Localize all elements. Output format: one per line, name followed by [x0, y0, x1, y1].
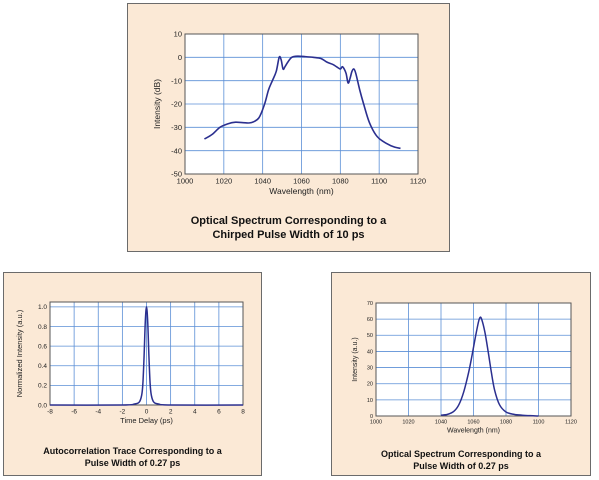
x-tick-label: 1100 [371, 177, 387, 186]
caption-bottom-right: Optical Spectrum Corresponding to a Puls… [332, 449, 590, 472]
chart-top: 1000 1020 1040 1060 1080 1100 1120 -50 -40 -30 -20… [152, 30, 426, 196]
y-tick-label: 0.2 [38, 383, 47, 390]
y-axis-label: Intensity (dB) [152, 79, 162, 129]
x-tick-label: -4 [95, 409, 101, 416]
y-tick-label: 0.0 [38, 402, 47, 409]
x-tick-label: 2 [169, 409, 173, 416]
x-tick-label: 1080 [332, 177, 349, 186]
y-axis-label: Normalized Intensity (a.u.) [15, 309, 24, 397]
chart-bottom-right: 1000 1020 1040 1060 1080 1100 1120010203040506… [352, 301, 577, 435]
y-tick-label: -10 [171, 76, 182, 85]
y-tick-label: -50 [171, 170, 182, 179]
y-tick-label: 0.8 [38, 324, 47, 331]
x-tick-label: 1000 [370, 420, 382, 426]
caption-top-line1: Optical Spectrum Corresponding to a [190, 215, 387, 227]
x-tick-label: 6 [217, 409, 221, 416]
x-tick-label: -6 [71, 409, 77, 416]
x-tick-label: 1060 [467, 420, 479, 426]
y-tick-label: 10 [174, 30, 182, 39]
x-tick-label: -2 [119, 409, 125, 416]
y-tick-label: 0.4 [38, 363, 47, 370]
x-tick-label: 1120 [565, 420, 577, 426]
x-axis-label: Wavelength (nm) [269, 186, 334, 196]
y-tick-label: 0 [370, 414, 373, 420]
plot-frame [375, 302, 572, 417]
x-tick-label: 1040 [435, 420, 447, 426]
x-tick-label: 0 [145, 409, 149, 416]
x-tick-label: 8 [241, 409, 245, 416]
x-tick-label: 4 [193, 409, 197, 416]
y-tick-label: 0 [178, 53, 182, 62]
x-axis-label: Time Delay (ps) [120, 416, 173, 425]
x-tick-label: 1060 [293, 177, 310, 186]
caption-bottom-right-line2: Pulse Width of 0.27 ps [413, 460, 509, 471]
panel-bottom-left: -8 -6 -4 -2 0 2 4 6 8 0.0 0.2 0.4 0.6 0.8 1.0 Time Dela… [3, 272, 262, 476]
x-tick-label: 1020 [402, 420, 414, 426]
y-tick-label: 70 [367, 301, 373, 307]
series-line-0 [204, 55, 401, 150]
plot-frame [49, 301, 244, 406]
y-tick-label: -20 [171, 100, 182, 109]
y-tick-label: 20 [367, 382, 373, 388]
x-tick-label: -8 [47, 409, 53, 416]
y-tick-label: 50 [367, 333, 373, 339]
y-tick-label: 1.0 [38, 304, 47, 311]
y-tick-label: 30 [367, 365, 373, 371]
caption-bottom-left-line1: Autocorrelation Trace Corresponding to a [43, 446, 222, 456]
caption-bottom-right-line1: Optical Spectrum Corresponding to a [380, 449, 542, 459]
x-tick-label: 1000 [177, 177, 194, 186]
series-line-0 [49, 306, 244, 406]
y-tick-label: -30 [171, 123, 182, 132]
y-tick-label: 10 [367, 398, 373, 404]
caption-bottom-left-line2: Pulse Width of 0.27 ps [84, 457, 181, 468]
caption-top: Optical Spectrum Corresponding to a Chir… [128, 214, 449, 243]
x-tick-label: 1080 [500, 420, 512, 426]
x-tick-label: 1020 [215, 177, 232, 186]
x-tick-label: 1100 [533, 420, 545, 426]
plot-frame [184, 33, 419, 175]
y-tick-label: 60 [367, 317, 373, 323]
y-tick-label: -40 [171, 146, 182, 155]
chart-bottom-left: -8 -6 -4 -2 0 2 4 6 8 0.0 0.2 0.4 0.6 0.8 1.0 Time Dela… [15, 301, 245, 425]
y-tick-label: 0.6 [38, 343, 47, 350]
y-tick-label: 40 [367, 349, 373, 355]
caption-bottom-left: Autocorrelation Trace Corresponding to a… [4, 446, 261, 469]
caption-top-line2: Chirped Pulse Width of 10 ps [212, 229, 365, 242]
x-axis-label: Wavelength (nm) [447, 428, 500, 435]
panel-bottom-right: 1000 1020 1040 1060 1080 1100 1120 0 10 20 30 40 50 6… [331, 272, 591, 476]
panel-top: 1000 1020 1040 1060 1080 1100 1120 -50 -40 -30 -20… [127, 3, 450, 252]
y-axis-label: Intensity (a.u.) [352, 337, 359, 381]
x-tick-label: 1120 [410, 177, 426, 186]
x-tick-label: 1040 [254, 177, 271, 186]
series-line-0 [440, 316, 539, 417]
